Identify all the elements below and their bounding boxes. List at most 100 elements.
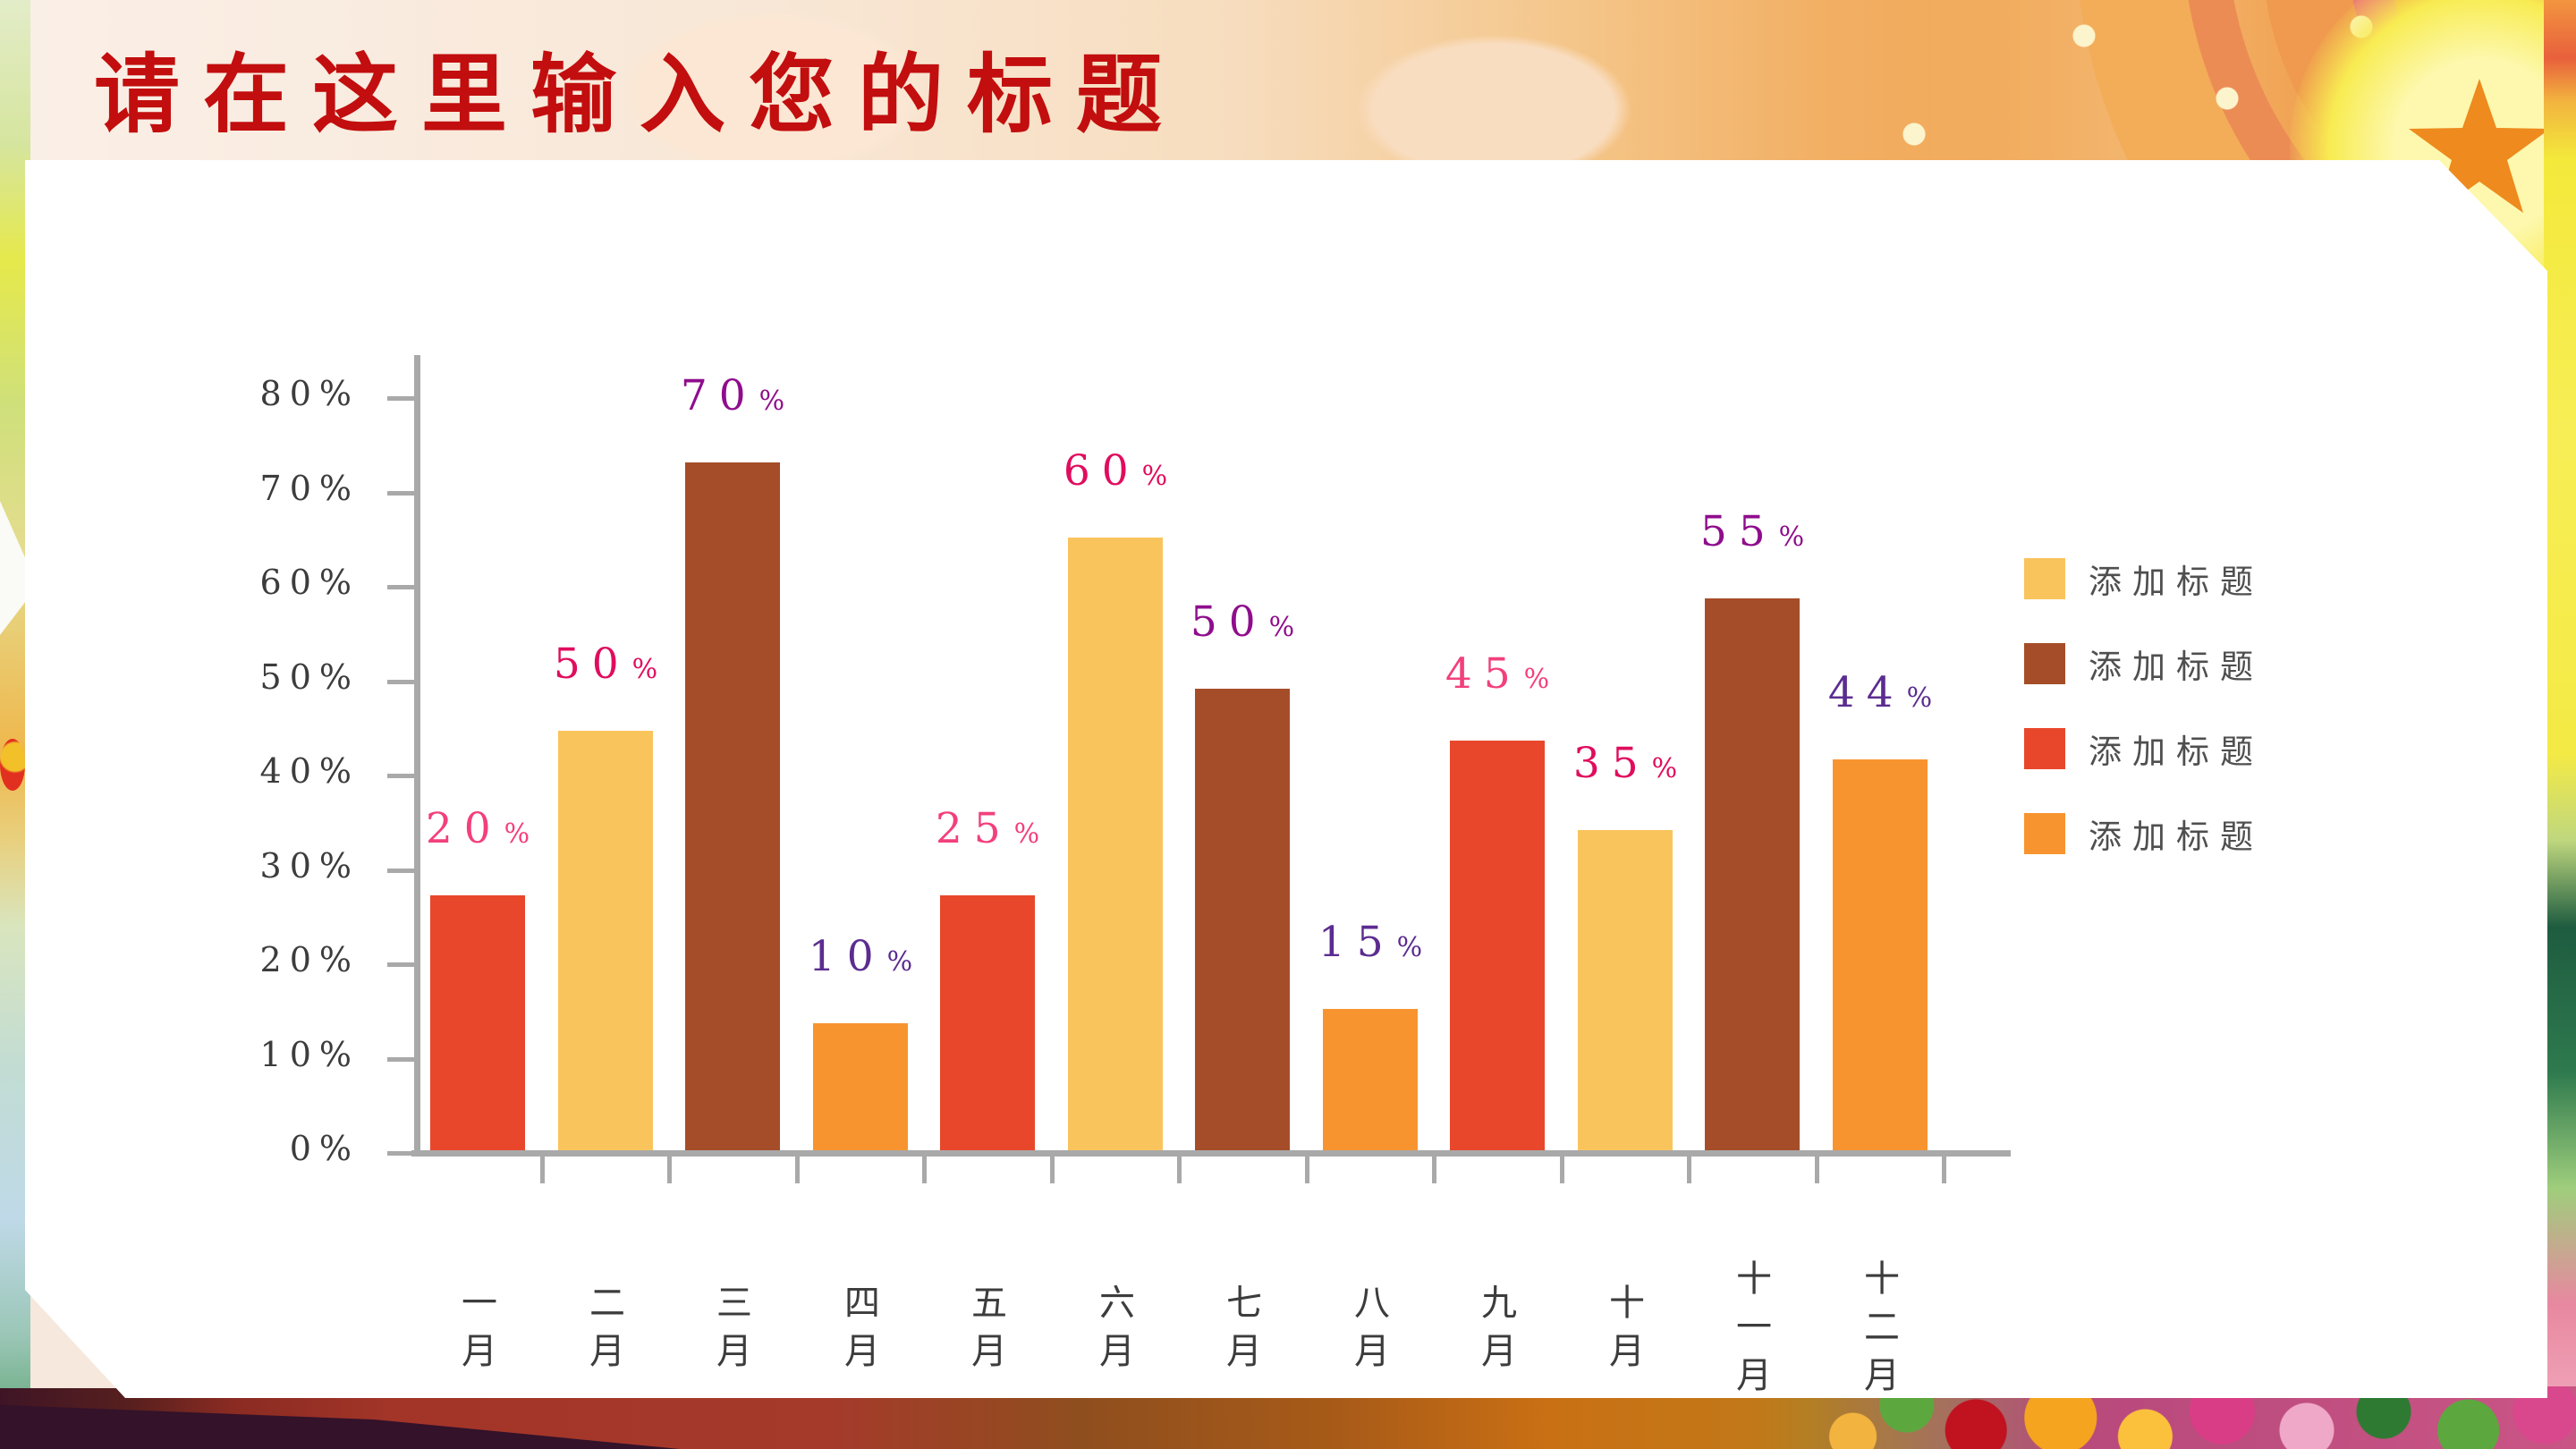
y-axis-tick bbox=[387, 396, 414, 402]
y-axis-label: 50% bbox=[259, 657, 360, 697]
bar-data-label: 50% bbox=[462, 638, 749, 691]
bar bbox=[1068, 538, 1163, 1150]
bar-data-label-value: 50 bbox=[1190, 597, 1267, 647]
x-axis-line bbox=[411, 1150, 2011, 1157]
y-axis-label: 70% bbox=[259, 468, 360, 508]
y-axis-tick bbox=[387, 1151, 414, 1156]
x-axis-tick bbox=[1942, 1157, 1946, 1183]
y-axis-tick bbox=[387, 774, 414, 779]
percent-sign: % bbox=[1778, 521, 1805, 553]
legend-label: 添加标题 bbox=[2089, 818, 2264, 855]
x-axis-label: 六月 bbox=[1094, 1284, 1133, 1380]
x-axis-label: 十二月 bbox=[1859, 1259, 1898, 1404]
bar bbox=[813, 1023, 908, 1150]
bar bbox=[1705, 598, 1800, 1150]
bar-data-label-value: 25 bbox=[935, 804, 1013, 853]
x-axis-label: 五月 bbox=[966, 1284, 1005, 1380]
legend-item: 添加标题 bbox=[2024, 643, 2264, 685]
x-axis-label: 七月 bbox=[1221, 1284, 1260, 1380]
y-axis-label: 20% bbox=[259, 940, 360, 980]
bar-data-label: 35% bbox=[1482, 737, 1768, 791]
berry-decoration bbox=[0, 739, 25, 791]
bar-data-label-value: 45 bbox=[1445, 649, 1522, 699]
x-axis-tick bbox=[1432, 1157, 1436, 1183]
bar-data-label-value: 35 bbox=[1572, 739, 1650, 788]
bar bbox=[685, 462, 780, 1150]
bar bbox=[430, 895, 525, 1150]
y-axis-label: 30% bbox=[259, 845, 360, 886]
y-axis-tick bbox=[387, 585, 414, 590]
bar bbox=[558, 731, 653, 1150]
x-axis-label: 四月 bbox=[839, 1284, 878, 1380]
y-axis-label: 0% bbox=[289, 1129, 360, 1168]
x-axis-tick bbox=[1177, 1157, 1182, 1183]
page-title[interactable]: 请在这里输入您的标题 bbox=[94, 47, 1185, 143]
bar-data-label: 60% bbox=[972, 445, 1258, 498]
percent-sign: % bbox=[1013, 818, 1040, 850]
bar-data-label: 55% bbox=[1609, 505, 1895, 559]
bar-data-label: 10% bbox=[717, 930, 1004, 984]
y-axis-tick bbox=[387, 868, 414, 873]
x-axis-label: 一月 bbox=[456, 1284, 496, 1380]
legend-label: 添加标题 bbox=[2089, 733, 2264, 770]
bar bbox=[1323, 1009, 1418, 1150]
bar-data-label: 45% bbox=[1354, 648, 1640, 701]
y-axis-label: 40% bbox=[259, 751, 360, 792]
bar-data-label: 50% bbox=[1099, 596, 1385, 649]
x-axis-tick bbox=[1050, 1157, 1055, 1183]
legend-item: 添加标题 bbox=[2024, 558, 2264, 600]
bar-data-label-value: 10 bbox=[808, 932, 886, 981]
bar-data-label-value: 20 bbox=[425, 804, 503, 853]
bar bbox=[1450, 741, 1545, 1150]
x-axis-tick bbox=[1305, 1157, 1309, 1183]
bar bbox=[940, 895, 1035, 1150]
x-axis-tick bbox=[540, 1157, 545, 1183]
percent-sign: % bbox=[1906, 682, 1933, 714]
y-axis-tick bbox=[387, 1056, 414, 1062]
x-axis-label: 九月 bbox=[1476, 1284, 1515, 1380]
y-axis-line bbox=[414, 355, 420, 1157]
x-axis-tick bbox=[795, 1157, 800, 1183]
legend: 添加标题 添加标题 添加标题 添加标题 bbox=[2024, 558, 2264, 898]
legend-swatch bbox=[2024, 728, 2065, 769]
bar bbox=[1195, 689, 1290, 1150]
y-axis-label: 60% bbox=[259, 563, 360, 603]
y-axis-tick bbox=[387, 679, 414, 684]
x-axis-label: 十一月 bbox=[1731, 1259, 1770, 1404]
legend-label: 添加标题 bbox=[2089, 564, 2264, 600]
bar bbox=[1833, 759, 1928, 1150]
bar-data-label: 70% bbox=[589, 369, 876, 423]
x-axis-tick bbox=[1560, 1157, 1564, 1183]
x-axis-label: 八月 bbox=[1349, 1284, 1388, 1380]
percent-sign: % bbox=[1396, 932, 1423, 963]
watercolor-right-strip bbox=[2544, 0, 2576, 1449]
y-axis-label: 80% bbox=[259, 374, 360, 414]
x-axis-tick bbox=[1687, 1157, 1691, 1183]
legend-swatch bbox=[2024, 643, 2065, 684]
legend-item: 添加标题 bbox=[2024, 728, 2264, 770]
bar-data-label-value: 60 bbox=[1063, 446, 1140, 496]
bar-data-label-value: 44 bbox=[1827, 668, 1905, 717]
y-axis-label: 10% bbox=[259, 1034, 360, 1074]
bar-data-label-value: 15 bbox=[1318, 918, 1395, 967]
x-axis-tick bbox=[1815, 1157, 1819, 1183]
legend-label: 添加标题 bbox=[2089, 648, 2264, 685]
x-axis-label: 二月 bbox=[584, 1284, 623, 1380]
percent-sign: % bbox=[886, 946, 913, 978]
y-axis-tick bbox=[387, 962, 414, 968]
bar-data-label: 25% bbox=[844, 802, 1131, 856]
bar-data-label-value: 50 bbox=[553, 640, 631, 689]
bar bbox=[1578, 830, 1673, 1150]
legend-swatch bbox=[2024, 558, 2065, 599]
percent-sign: % bbox=[504, 818, 530, 850]
star-icon bbox=[2409, 79, 2550, 213]
x-axis-label: 三月 bbox=[711, 1284, 750, 1380]
percent-sign: % bbox=[1651, 753, 1678, 784]
bar-data-label: 20% bbox=[335, 802, 621, 856]
bar-data-label: 15% bbox=[1227, 916, 1513, 970]
bar-data-label-value: 70 bbox=[680, 371, 758, 420]
x-axis-label: 十月 bbox=[1604, 1284, 1643, 1380]
legend-item: 添加标题 bbox=[2024, 813, 2264, 855]
